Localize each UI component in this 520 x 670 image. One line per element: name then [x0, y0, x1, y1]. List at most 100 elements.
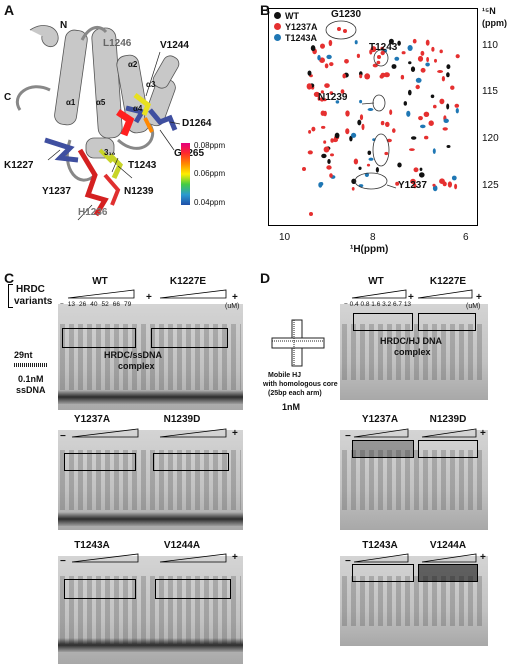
n1239-sticks — [108, 153, 124, 180]
nmr-peak — [320, 90, 324, 94]
panel-d-letter: D — [260, 270, 271, 286]
gel-c-t1243a-wedge — [71, 553, 139, 563]
nmr-peak — [425, 62, 430, 67]
nmr-peak — [308, 130, 312, 134]
titration-minus: − — [60, 301, 64, 308]
gel-c-middle — [58, 430, 243, 530]
annotation-y1237: Y1237 — [398, 180, 427, 191]
complex-box-d-t1243a — [352, 564, 414, 582]
colorbar-bottom-label: 0.04ppm — [194, 198, 226, 207]
nmr-peak — [431, 46, 435, 52]
y-tick-125: 125 — [482, 180, 499, 191]
nmr-peak — [342, 73, 346, 79]
gel-d-y1237a-wedge — [353, 428, 409, 438]
titration-66: 66 — [112, 301, 120, 308]
gel-c-n1239d-wedge — [159, 428, 227, 438]
nmr-peak — [443, 118, 449, 124]
label-c-terminus: C — [4, 92, 12, 103]
nmr-peak — [320, 43, 325, 49]
nmr-peak — [319, 182, 324, 186]
nmr-peak — [349, 135, 353, 142]
nmr-peak — [380, 120, 385, 126]
nmr-peak — [446, 103, 450, 110]
nmr-peak — [380, 46, 384, 51]
nmr-spectrum-frame — [268, 8, 478, 226]
gel-d-t1243a-wedge — [353, 553, 409, 563]
nmr-peak — [391, 64, 397, 69]
nmr-peak — [451, 175, 457, 181]
nmr-peak — [420, 124, 426, 129]
nmr-peak — [407, 45, 413, 51]
nmr-peak — [302, 167, 306, 171]
variants-bracket — [8, 284, 13, 308]
gel-c-t1243a-title: T1243A — [74, 540, 110, 551]
nmr-peak — [368, 157, 374, 161]
nmr-peak — [345, 128, 350, 135]
nmr-peak — [328, 39, 333, 47]
gel-d-k1227e-wedge — [417, 289, 473, 299]
nmr-peak — [413, 183, 417, 189]
helix-alpha1 — [54, 29, 88, 126]
nmr-peak — [397, 40, 401, 46]
nmr-peak — [364, 73, 371, 80]
nmr-peak — [307, 150, 313, 155]
annotation-t1243: T1243 — [369, 42, 398, 53]
nmr-peak — [410, 178, 416, 184]
legend-label: WT — [285, 10, 299, 21]
panel-c-letter: C — [4, 270, 15, 286]
gel-d-wt-wedge — [351, 289, 407, 299]
y-axis-label: ¹⁵N — [482, 6, 496, 16]
label-v1244: V1244 — [160, 40, 189, 51]
nmr-peak — [375, 167, 379, 173]
legend-marker — [274, 23, 281, 30]
l1246-sticks — [125, 105, 146, 124]
titration-values: − 13 26 40 52 66 79 — [60, 301, 190, 308]
annotation-g1230: G1230 — [331, 9, 362, 20]
label-alpha4: α4 — [133, 104, 143, 113]
gel-c-y1237a-title: Y1237A — [73, 414, 111, 425]
gel-d-n1239d-wedge — [421, 428, 477, 438]
complex-box-d-y1237a — [352, 440, 414, 458]
chemical-shift-color-bar — [181, 143, 190, 205]
nmr-peak — [420, 50, 425, 56]
nmr-peak — [446, 72, 450, 78]
substrate-label-2: with homologous core — [263, 381, 338, 388]
nmr-peak — [320, 110, 326, 116]
nmr-peak — [345, 110, 350, 117]
gel-c-wt-plus: + — [146, 292, 152, 303]
nmr-peak — [322, 98, 327, 102]
complex-box-c-n1239d — [153, 453, 229, 471]
nmr-peak — [324, 63, 329, 69]
nmr-peak — [411, 136, 417, 140]
titration-13: 13 — [67, 301, 76, 308]
label-alpha1: α1 — [66, 98, 76, 107]
v1244-sticks — [133, 93, 152, 116]
gel-d-v1244a-plus: + — [480, 552, 486, 563]
complex-box-d-wt — [353, 313, 413, 331]
legend-marker — [274, 34, 281, 41]
d1264-sticks — [148, 108, 178, 131]
gel-c-k1227e-wedge — [159, 289, 227, 299]
nmr-peak — [410, 66, 416, 72]
nmr-peak — [327, 159, 331, 164]
variants-label-1: HRDC — [16, 284, 45, 295]
ssdna-icon — [14, 363, 48, 367]
nmr-peaks — [302, 27, 460, 216]
nmr-peak — [412, 38, 417, 44]
nmr-peak — [418, 116, 423, 121]
label-d1264: D1264 — [182, 118, 212, 129]
nmr-peak — [353, 158, 359, 165]
nmr-peak — [317, 96, 321, 101]
x-tick-8: 8 — [370, 232, 376, 243]
y-tick-115: 115 — [482, 86, 498, 97]
nmr-peak — [321, 125, 326, 129]
nmr-peak — [432, 183, 436, 187]
label-alpha2: α2 — [128, 60, 138, 69]
legend-marker — [274, 12, 281, 19]
complex-box-c-wt — [62, 328, 136, 348]
gel-c-bottom — [58, 556, 243, 664]
complex-label-c-1: HRDC/ssDNA — [104, 350, 163, 360]
nmr-peak — [428, 120, 434, 126]
nmr-peak — [313, 91, 320, 97]
nmr-peak — [319, 57, 325, 63]
